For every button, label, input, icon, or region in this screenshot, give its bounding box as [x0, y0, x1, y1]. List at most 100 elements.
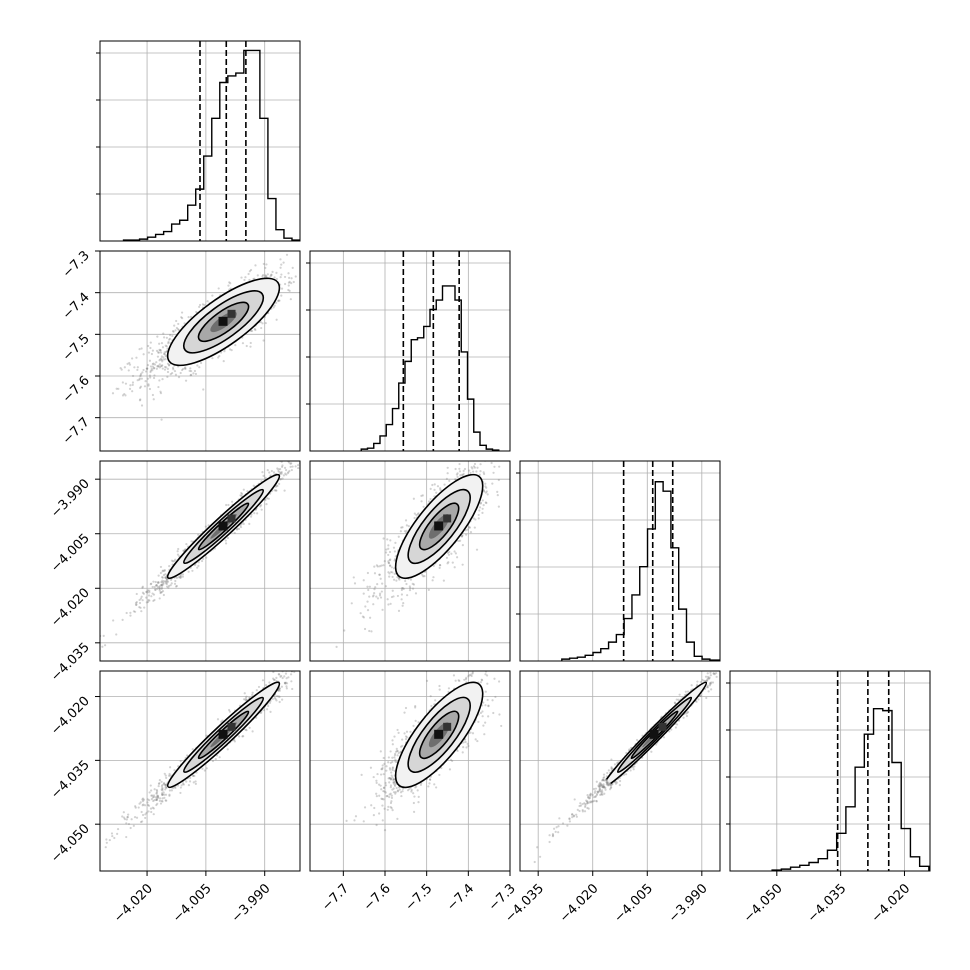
scatter-point	[401, 526, 404, 529]
scatter-point	[139, 606, 142, 609]
scatter-point	[160, 583, 164, 586]
scatter-point	[155, 367, 158, 370]
scatter-point	[166, 585, 169, 588]
scatter-point	[409, 586, 412, 590]
scatter-point	[124, 382, 128, 385]
scatter-point	[184, 366, 187, 369]
scatter-point	[468, 526, 471, 529]
scatter-point	[390, 570, 393, 574]
scatter-point	[228, 710, 231, 713]
scatter-point	[224, 542, 228, 545]
scatter-point	[369, 616, 372, 619]
scatter-point	[152, 813, 155, 816]
scatter-point	[145, 590, 148, 594]
scatter-point	[384, 585, 387, 588]
scatter-point	[283, 489, 286, 492]
scatter-point	[264, 476, 267, 479]
density-peak	[227, 309, 236, 318]
scatter-point	[152, 794, 156, 797]
scatter-point	[175, 326, 178, 330]
scatter-point	[211, 294, 214, 297]
scatter-point	[144, 816, 147, 820]
scatter-point	[117, 387, 120, 390]
scatter-point	[364, 605, 367, 608]
scatter-point	[288, 289, 291, 293]
scatter-point	[296, 458, 298, 460]
scatter-point	[158, 587, 161, 590]
scatter-point	[136, 366, 139, 369]
scatter-point	[151, 585, 154, 589]
scatter-point	[277, 468, 280, 471]
scatter-point	[268, 471, 271, 474]
scatter-point	[169, 578, 173, 582]
scatter-point	[380, 590, 383, 593]
scatter-point	[168, 794, 171, 797]
scatter-point	[143, 385, 147, 388]
scatter-point	[294, 465, 297, 468]
scatter-point	[387, 544, 390, 547]
scatter-point	[116, 827, 120, 831]
scatter-point	[160, 580, 163, 584]
scatter-point	[141, 599, 144, 602]
scatter-point	[422, 575, 425, 578]
scatter-point	[246, 490, 249, 493]
scatter-point	[160, 584, 164, 587]
scatter-point	[413, 516, 416, 520]
scatter-point	[141, 591, 145, 594]
scatter-point	[155, 361, 158, 364]
scatter-point	[161, 364, 164, 367]
scatter-point	[445, 477, 448, 480]
scatter-point	[394, 541, 397, 544]
scatter-point	[184, 379, 188, 382]
scatter-point	[513, 450, 515, 452]
scatter-point	[161, 579, 164, 582]
scatter-point	[192, 774, 195, 777]
scatter-point	[496, 493, 499, 497]
scatter-point	[483, 472, 486, 476]
scatter-point	[408, 589, 412, 592]
scatter-point	[154, 580, 157, 584]
scatter-point	[373, 565, 376, 568]
scatter-point	[272, 471, 276, 474]
scatter-point	[283, 275, 287, 279]
scatter-point	[187, 570, 190, 573]
scatter-point	[299, 454, 301, 456]
scatter-point	[279, 471, 282, 474]
scatter-point	[375, 595, 378, 598]
scatter-point	[256, 274, 259, 277]
scatter-point	[156, 790, 159, 793]
scatter-point	[228, 348, 232, 351]
scatter-point	[335, 645, 338, 648]
scatter-point	[405, 529, 408, 532]
scatter-point	[166, 370, 170, 374]
scatter-point	[158, 587, 161, 590]
scatter-point	[189, 315, 193, 318]
scatter-point	[266, 273, 269, 276]
scatter-point	[253, 327, 256, 331]
scatter-point	[366, 600, 369, 603]
scatter-point	[281, 464, 284, 467]
scatter-point	[169, 584, 172, 587]
scatter-point	[156, 335, 159, 338]
scatter-point	[159, 591, 162, 595]
scatter-point	[169, 334, 172, 337]
scatter-point	[153, 788, 156, 791]
scatter-point	[288, 469, 291, 473]
scatter-point	[231, 500, 234, 503]
scatter-point	[171, 334, 174, 338]
scatter-point	[147, 344, 150, 348]
scatter-point	[179, 576, 182, 579]
scatter-point	[273, 276, 276, 279]
scatter-point	[376, 583, 379, 586]
scatter-point	[202, 557, 205, 560]
scatter-point	[413, 512, 416, 515]
scatter-point	[151, 369, 154, 372]
scatter-point	[274, 485, 278, 488]
scatter-point	[142, 798, 146, 801]
scatter-point	[226, 748, 229, 751]
scatter-point	[491, 482, 494, 485]
scatter-point	[278, 468, 282, 471]
y-tick-label: −3.990	[48, 476, 93, 521]
scatter-point	[138, 605, 141, 609]
scatter-point	[202, 388, 205, 391]
